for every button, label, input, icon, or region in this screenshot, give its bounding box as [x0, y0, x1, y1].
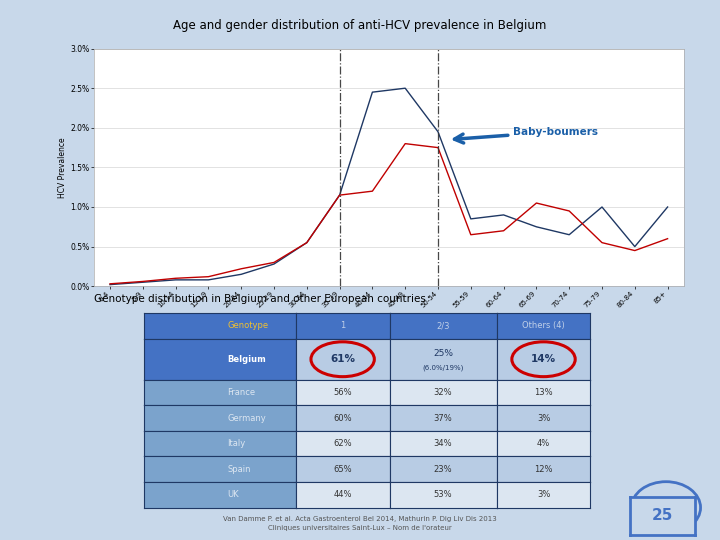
- Text: 37%: 37%: [433, 414, 452, 423]
- Y-axis label: HCV Prevalence: HCV Prevalence: [58, 137, 68, 198]
- Text: Others (4): Others (4): [522, 321, 565, 330]
- Text: (6.0%/19%): (6.0%/19%): [423, 365, 464, 372]
- Text: 25%: 25%: [433, 349, 453, 357]
- Text: 61%: 61%: [330, 354, 355, 364]
- Text: Genotype distribution in Belgium and other European countries: Genotype distribution in Belgium and oth…: [94, 294, 426, 305]
- Text: Cliniques universitaires Saint-Lux – Nom de l'orateur: Cliniques universitaires Saint-Lux – Nom…: [268, 525, 452, 531]
- Text: 32%: 32%: [433, 388, 452, 397]
- Text: Age and gender distribution of anti-HCV prevalence in Belgium: Age and gender distribution of anti-HCV …: [174, 19, 546, 32]
- Text: 23%: 23%: [433, 465, 452, 474]
- Text: 4%: 4%: [537, 439, 550, 448]
- Text: 25: 25: [652, 508, 673, 523]
- Legend: Males (2004), Females (2004): Males (2004), Females (2004): [213, 391, 387, 406]
- Text: 44%: 44%: [333, 490, 352, 500]
- Text: 2/3: 2/3: [436, 321, 450, 330]
- Text: 56%: 56%: [333, 388, 352, 397]
- Text: 34%: 34%: [433, 439, 452, 448]
- Text: 13%: 13%: [534, 388, 553, 397]
- Text: Genotype: Genotype: [227, 321, 269, 330]
- Text: 1: 1: [340, 321, 346, 330]
- Text: 53%: 53%: [433, 490, 452, 500]
- Text: 3%: 3%: [537, 490, 550, 500]
- Text: Germany: Germany: [227, 414, 266, 423]
- Text: France: France: [227, 388, 255, 397]
- Text: 12%: 12%: [534, 465, 553, 474]
- Text: 14%: 14%: [531, 354, 556, 364]
- Text: 65%: 65%: [333, 465, 352, 474]
- Text: Van Damme P. et al. Acta Gastroenterol Bel 2014, Mathurin P. Dig Liv Dis 2013: Van Damme P. et al. Acta Gastroenterol B…: [223, 516, 497, 523]
- Text: Italy: Italy: [227, 439, 246, 448]
- Text: UK: UK: [227, 490, 239, 500]
- Text: 60%: 60%: [333, 414, 352, 423]
- Text: 62%: 62%: [333, 439, 352, 448]
- Text: Baby-boumers: Baby-boumers: [454, 127, 598, 143]
- Text: 3%: 3%: [537, 414, 550, 423]
- Text: Belgium: Belgium: [227, 355, 266, 364]
- Text: Spain: Spain: [227, 465, 251, 474]
